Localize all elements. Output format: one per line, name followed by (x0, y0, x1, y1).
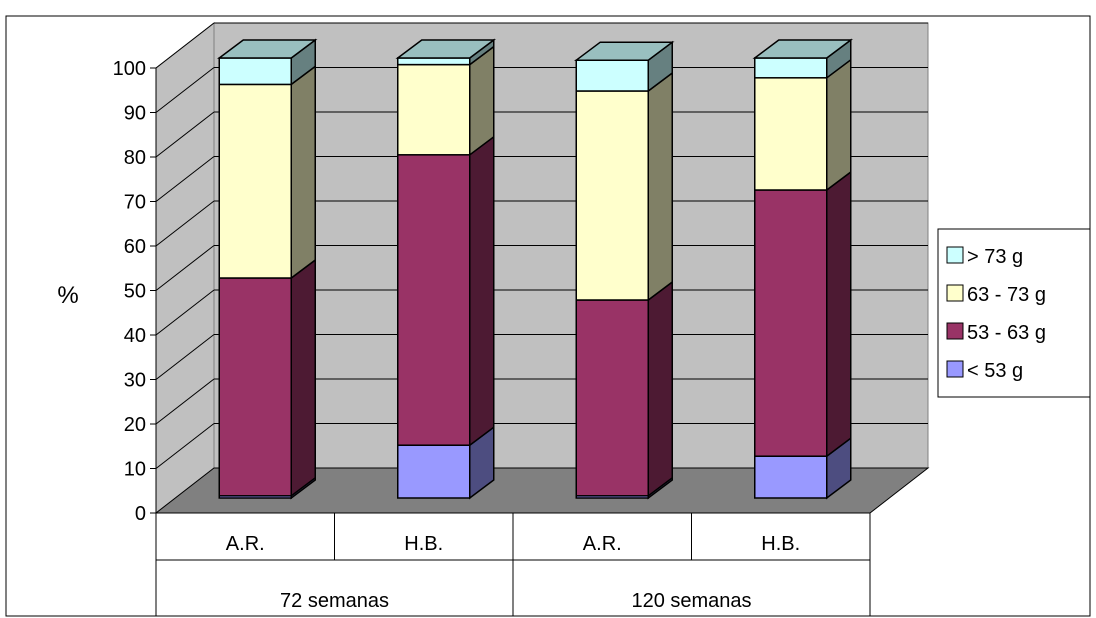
x-group-label: 120 semanas (631, 590, 751, 612)
legend-swatch (946, 360, 964, 378)
bar-segment (754, 58, 852, 192)
legend-label: 53 - 63 g (967, 322, 1046, 344)
x-tick-label: H.B. (404, 533, 443, 555)
y-tick-label: 20 (124, 414, 146, 436)
legend-label: > 73 g (967, 246, 1023, 268)
bar-segment (397, 45, 495, 157)
bar-segment (397, 135, 495, 447)
bar-segment (218, 258, 316, 498)
legend-swatch (946, 284, 964, 302)
floor (154, 467, 930, 514)
y-tick-label: 0 (135, 503, 146, 525)
y-tick-label: 10 (124, 459, 146, 481)
y-tick-label: 90 (124, 103, 146, 125)
bar-segment (754, 170, 852, 458)
y-tick-label: 60 (124, 236, 146, 258)
legend-swatch (946, 246, 964, 264)
y-axis-label: % (57, 282, 78, 309)
y-tick-label: 30 (124, 370, 146, 392)
bar-segment (574, 40, 675, 93)
x-tick-label: H.B. (761, 533, 800, 555)
y-tick-label: 80 (124, 147, 146, 169)
legend-item: < 53 g (946, 360, 1023, 382)
bar-segment (395, 38, 496, 67)
y-tick-label: 100 (113, 58, 146, 80)
bar-segment (575, 71, 673, 302)
gridline (155, 22, 928, 69)
bar-segment (754, 436, 852, 500)
bar-segment (397, 425, 495, 500)
x-tick-label: A.R. (226, 533, 265, 555)
bar-segment (217, 38, 318, 86)
bar-segment (752, 38, 853, 80)
y-tick-label: 70 (124, 192, 146, 214)
bar-segment (218, 64, 316, 280)
legend-label: 63 - 73 g (967, 284, 1046, 306)
legend-label: < 53 g (967, 360, 1023, 382)
legend-item: 63 - 73 g (946, 284, 1046, 306)
y-tick-label: 50 (124, 281, 146, 303)
legend-item: 53 - 63 g (946, 322, 1046, 344)
x-group-label: 72 semanas (280, 590, 389, 612)
legend-item: > 73 g (946, 246, 1023, 268)
legend-swatch (946, 322, 964, 340)
y-tick-label: 40 (124, 325, 146, 347)
legend: > 73 g 63 - 73 g 53 - 63 g < 53 g (937, 228, 1091, 398)
bar-segment (575, 280, 673, 498)
x-tick-label: A.R. (583, 533, 622, 555)
